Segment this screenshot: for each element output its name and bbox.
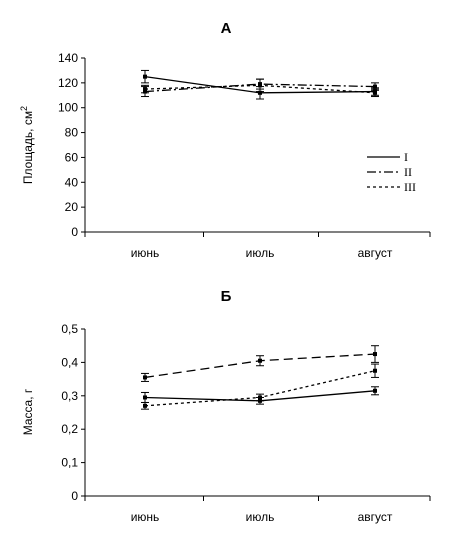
chart-b-xtick-label: июнь [131,510,160,524]
chart-b-xtick-label: июль [246,510,275,524]
chart-b-ytick-label: 0,1 [61,456,78,470]
chart-b-plot: 0 0,1 0,2 0,3 0,4 0,5 июнь июль август [61,322,431,524]
chart-a-ylabel-sup: 2 [19,106,29,111]
chart-a-xtick-label: июнь [131,246,160,260]
chart-b-series-2-point [143,375,147,380]
chart-a-legend-label-3: III [404,180,416,194]
chart-b-ytick-label: 0,4 [61,355,78,369]
chart-b-series-3-point [143,403,147,408]
chart-a-ytick-label: 40 [65,175,79,189]
chart-a-legend-label-2: II [404,165,412,179]
chart-a-series-1-point [143,74,147,79]
chart-b-ytick-label: 0,3 [61,389,78,403]
chart-b-series-1-point [373,388,377,393]
chart-a-series-2-point [373,84,377,89]
chart-a-ytick-label: 120 [58,76,78,90]
chart-b-ytick-label: 0 [71,489,78,503]
chart-a-legend-label-1: I [404,150,408,164]
chart-b-ytick-label: 0,2 [61,422,78,436]
chart-b-series-1-point [143,395,147,400]
chart-b-ylabel: Масса, г [21,388,35,435]
chart-b-series-2-point [258,358,262,363]
chart-b-title: Б [221,288,232,305]
chart-a-xtick-label: июль [246,246,275,260]
chart-a-ytick-label: 100 [58,101,78,115]
chart-a-series-3-point [258,83,262,88]
chart-a-ytick-label: 60 [65,150,79,164]
chart-a-series-3-point [373,90,377,95]
chart-a-ytick-label: 80 [65,126,79,140]
chart-a-ytick-label: 140 [58,51,78,65]
chart-b-ytick-label: 0,5 [61,322,78,336]
chart-b-series-3-point [373,368,377,373]
chart-a-series-1-point [258,90,262,95]
chart-a-series-3-point [143,87,147,92]
chart-a-xtick-label: август [358,246,393,260]
chart-b-xtick-label: август [358,510,393,524]
chart-a-title: А [221,20,232,37]
chart-a-ylabel-text: Площадь, см [21,111,35,184]
chart-a-ytick-label: 20 [65,200,79,214]
chart-b-series-2-point [373,352,377,357]
chart-b-series-3-point [258,395,262,400]
chart-a-ytick-label: 0 [71,225,78,239]
chart-a-ylabel: Площадь, см2 [19,106,35,184]
